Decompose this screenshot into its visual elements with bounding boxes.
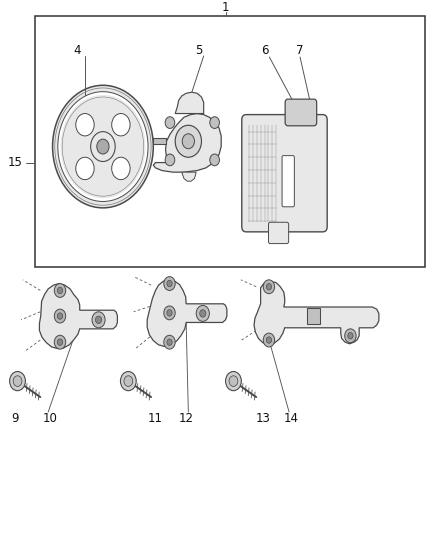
Polygon shape (254, 281, 379, 344)
FancyBboxPatch shape (268, 222, 289, 244)
Circle shape (54, 309, 66, 323)
Circle shape (95, 316, 102, 324)
Circle shape (266, 337, 272, 343)
Circle shape (13, 376, 22, 386)
Circle shape (92, 312, 105, 328)
Circle shape (124, 376, 133, 386)
Circle shape (182, 134, 194, 149)
Circle shape (60, 95, 145, 198)
Circle shape (165, 117, 175, 128)
Circle shape (263, 333, 275, 347)
Circle shape (57, 313, 63, 319)
Circle shape (164, 277, 175, 290)
Circle shape (229, 376, 238, 386)
Text: 10: 10 (43, 412, 58, 425)
Text: 4: 4 (73, 44, 81, 57)
Circle shape (58, 92, 148, 201)
Circle shape (91, 132, 115, 161)
Circle shape (165, 154, 175, 166)
Circle shape (263, 280, 275, 294)
Circle shape (53, 85, 153, 208)
Circle shape (226, 372, 241, 391)
Ellipse shape (76, 157, 94, 180)
Circle shape (348, 333, 353, 339)
Text: 1: 1 (222, 2, 230, 14)
Circle shape (54, 284, 66, 297)
Polygon shape (182, 172, 196, 181)
Circle shape (196, 305, 209, 321)
Circle shape (167, 310, 172, 316)
Polygon shape (39, 284, 117, 349)
FancyBboxPatch shape (307, 308, 320, 324)
Bar (35, 16, 425, 266)
Polygon shape (153, 114, 221, 172)
Circle shape (345, 329, 356, 343)
Circle shape (266, 284, 272, 290)
FancyBboxPatch shape (242, 115, 327, 232)
FancyBboxPatch shape (285, 99, 317, 126)
Text: 6: 6 (261, 44, 269, 57)
Polygon shape (153, 138, 166, 144)
Polygon shape (175, 92, 204, 114)
Circle shape (210, 117, 219, 128)
Circle shape (210, 154, 219, 166)
Circle shape (54, 335, 66, 349)
Ellipse shape (112, 157, 130, 180)
Text: 9: 9 (11, 412, 19, 425)
Circle shape (164, 306, 175, 320)
Ellipse shape (76, 114, 94, 136)
Circle shape (120, 372, 136, 391)
Circle shape (10, 372, 25, 391)
Circle shape (200, 310, 206, 317)
Polygon shape (147, 279, 227, 346)
Circle shape (167, 339, 172, 345)
Ellipse shape (112, 114, 130, 136)
Circle shape (175, 125, 201, 157)
Text: 13: 13 (255, 412, 270, 425)
Circle shape (57, 339, 63, 345)
Text: 7: 7 (296, 44, 304, 57)
Text: 12: 12 (179, 412, 194, 425)
Circle shape (167, 280, 172, 287)
FancyBboxPatch shape (282, 156, 294, 207)
Circle shape (57, 287, 63, 294)
Text: 5: 5 (196, 44, 203, 57)
Circle shape (97, 139, 109, 154)
Text: 14: 14 (284, 412, 299, 425)
Text: 11: 11 (148, 412, 163, 425)
Text: 15: 15 (8, 156, 23, 169)
Circle shape (164, 335, 175, 349)
